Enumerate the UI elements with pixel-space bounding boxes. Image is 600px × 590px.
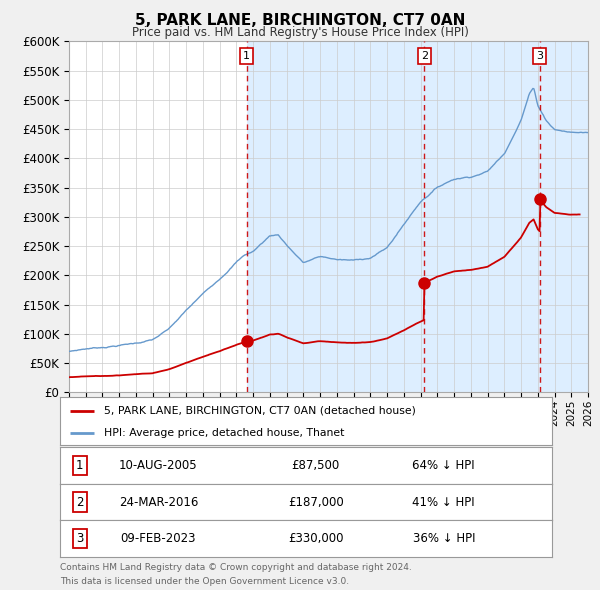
Text: 5, PARK LANE, BIRCHINGTON, CT7 0AN (detached house): 5, PARK LANE, BIRCHINGTON, CT7 0AN (deta… bbox=[104, 405, 416, 415]
Text: 2: 2 bbox=[76, 496, 83, 509]
Bar bbox=[539, 41, 588, 392]
Text: 3: 3 bbox=[76, 532, 83, 545]
Text: £87,500: £87,500 bbox=[292, 459, 340, 472]
Bar bbox=[424, 41, 539, 392]
Text: HPI: Average price, detached house, Thanet: HPI: Average price, detached house, Than… bbox=[104, 428, 344, 438]
Text: 09-FEB-2023: 09-FEB-2023 bbox=[121, 532, 196, 545]
Text: 36% ↓ HPI: 36% ↓ HPI bbox=[413, 532, 475, 545]
Text: 2: 2 bbox=[421, 51, 428, 61]
Text: This data is licensed under the Open Government Licence v3.0.: This data is licensed under the Open Gov… bbox=[60, 577, 349, 586]
Text: Contains HM Land Registry data © Crown copyright and database right 2024.: Contains HM Land Registry data © Crown c… bbox=[60, 563, 412, 572]
Text: Price paid vs. HM Land Registry's House Price Index (HPI): Price paid vs. HM Land Registry's House … bbox=[131, 26, 469, 39]
Text: 5, PARK LANE, BIRCHINGTON, CT7 0AN: 5, PARK LANE, BIRCHINGTON, CT7 0AN bbox=[135, 13, 465, 28]
Text: 64% ↓ HPI: 64% ↓ HPI bbox=[412, 459, 475, 472]
Text: 24-MAR-2016: 24-MAR-2016 bbox=[119, 496, 198, 509]
Text: 3: 3 bbox=[536, 51, 543, 61]
Text: 10-AUG-2005: 10-AUG-2005 bbox=[119, 459, 198, 472]
Text: 1: 1 bbox=[243, 51, 250, 61]
Text: 1: 1 bbox=[76, 459, 83, 472]
Text: £330,000: £330,000 bbox=[288, 532, 344, 545]
Text: £187,000: £187,000 bbox=[288, 496, 344, 509]
Bar bbox=[247, 41, 424, 392]
Text: 41% ↓ HPI: 41% ↓ HPI bbox=[412, 496, 475, 509]
